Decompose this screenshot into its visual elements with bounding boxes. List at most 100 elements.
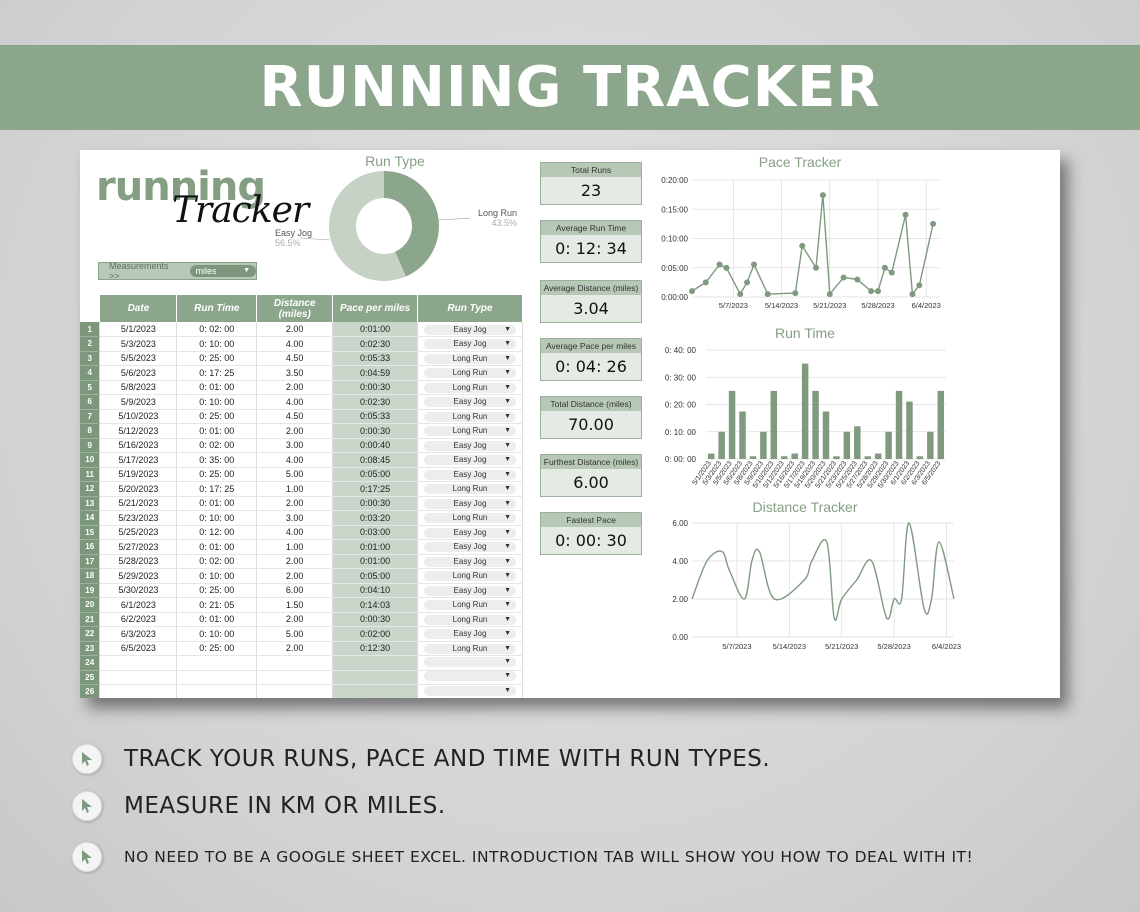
run-time-bar	[728, 390, 736, 459]
stat-value: 23	[580, 181, 602, 200]
run-type-cell[interactable]: Long Run ▼	[417, 409, 523, 424]
run-type-dropdown[interactable]: Long Run ▼	[424, 571, 516, 582]
pace-cell: 0:08:45	[332, 452, 418, 468]
chevron-down-icon: ▼	[243, 267, 250, 274]
run-type-cell[interactable]: Easy Jog ▼	[417, 322, 523, 337]
slice-label-easy-jog: Easy Jog 56.5%	[275, 228, 312, 248]
run-type-dropdown[interactable]: Easy Jog ▼	[424, 527, 516, 538]
run-type-dropdown[interactable]: Long Run ▼	[424, 484, 516, 495]
stat-card: Furthest Distance (miles) 6.00	[540, 454, 642, 497]
run-type-cell[interactable]: Long Run ▼	[417, 510, 523, 526]
chevron-down-icon: ▼	[504, 499, 511, 507]
y-tick-label: 0.00	[672, 633, 688, 642]
run-type-cell[interactable]: Long Run ▼	[417, 351, 523, 366]
run-type-dropdown[interactable]: Long Run ▼	[424, 614, 516, 625]
chevron-down-icon: ▼	[504, 601, 511, 609]
run-type-dropdown[interactable]: Long Run ▼	[424, 643, 516, 654]
run-type-dropdown[interactable]: Easy Jog ▼	[424, 556, 516, 567]
date-cell	[99, 670, 178, 685]
run-type-cell[interactable]: Easy Jog ▼	[417, 525, 523, 540]
run-type-dropdown[interactable]: ▼	[424, 685, 516, 696]
run-time-bar	[864, 456, 871, 459]
pace-cell: 0:05:00	[332, 568, 418, 584]
run-type-dropdown[interactable]: ▼	[424, 671, 516, 682]
run-type-cell[interactable]: Long Run ▼	[417, 365, 523, 381]
run-type-dropdown[interactable]: Easy Jog ▼	[424, 469, 516, 480]
run-type-value: Easy Jog	[453, 469, 487, 479]
run-type-dropdown[interactable]: Easy Jog ▼	[424, 455, 516, 466]
run-type-cell[interactable]: Long Run ▼	[417, 423, 523, 439]
run-type-dropdown[interactable]: Easy Jog ▼	[424, 440, 516, 451]
bullet-item: NO NEED TO BE A GOOGLE SHEET EXCEL. INTR…	[72, 842, 973, 872]
row-number: 14	[80, 510, 101, 526]
table-row: 21 6/2/2023 0: 01: 00 2.00 0:00:30 Long Run ▼	[80, 612, 523, 627]
run-type-dropdown[interactable]: Long Run ▼	[424, 382, 516, 393]
run-type-value: Easy Jog	[453, 542, 487, 552]
run-type-cell[interactable]: Easy Jog ▼	[417, 496, 523, 511]
run-type-cell[interactable]: Long Run ▼	[417, 612, 523, 627]
distance-cell: 4.00	[256, 525, 334, 540]
run-type-cell[interactable]: Long Run ▼	[417, 481, 523, 497]
x-tick-label: 5/14/2023	[773, 642, 806, 651]
date-cell: 5/30/2023	[99, 583, 178, 598]
run-type-dropdown[interactable]: Easy Jog ▼	[424, 585, 516, 596]
run-time-cell	[176, 655, 258, 671]
run-time-bar	[916, 456, 924, 459]
run-type-cell[interactable]: Easy Jog ▼	[417, 626, 523, 642]
run-type-dropdown[interactable]: Easy Jog ▼	[424, 397, 516, 408]
pace-cell	[332, 655, 418, 671]
run-type-cell[interactable]: Easy Jog ▼	[417, 583, 523, 598]
run-type-dropdown[interactable]: ▼	[424, 656, 516, 667]
run-type-cell[interactable]: Easy Jog ▼	[417, 467, 523, 482]
run-type-cell[interactable]: Easy Jog ▼	[417, 539, 523, 555]
run-type-dropdown[interactable]: Long Run ▼	[424, 600, 516, 611]
run-type-chart-title: Run Type	[365, 153, 425, 169]
row-number: 23	[80, 641, 101, 656]
run-type-cell[interactable]: Easy Jog ▼	[417, 452, 523, 468]
run-type-cell[interactable]: Easy Jog ▼	[417, 438, 523, 453]
run-type-cell[interactable]: Long Run ▼	[417, 568, 523, 584]
run-type-dropdown[interactable]: Easy Jog ▼	[424, 339, 516, 350]
table-row: 19 5/30/2023 0: 25: 00 6.00 0:04:10 Easy Jog ▼	[80, 583, 523, 598]
logo-word: running	[96, 164, 266, 210]
chevron-down-icon: ▼	[504, 441, 511, 449]
run-time-bar	[718, 431, 725, 459]
run-type-dropdown[interactable]: Long Run ▼	[424, 353, 516, 364]
table-row: 2 5/3/2023 0: 10: 00 4.00 0:02:30 Easy Jog ▼	[80, 336, 523, 352]
run-type-dropdown[interactable]: Easy Jog ▼	[424, 629, 516, 640]
run-type-dropdown[interactable]: Long Run ▼	[424, 411, 516, 422]
run-type-cell[interactable]: ▼	[417, 655, 523, 671]
run-type-donut-chart	[299, 171, 470, 281]
distance-cell: 4.00	[256, 452, 334, 468]
chevron-down-icon: ▼	[504, 557, 511, 565]
date-cell: 5/21/2023	[99, 496, 178, 511]
run-type-cell[interactable]: Easy Jog ▼	[417, 394, 523, 410]
run-type-dropdown[interactable]: Long Run ▼	[424, 368, 516, 379]
cursor-arrow-icon	[72, 791, 102, 821]
measurements-select[interactable]: miles ▼	[189, 265, 256, 277]
row-number: 4	[80, 365, 101, 381]
run-time-chart-title: Run Time	[775, 325, 835, 341]
distance-tracker-chart: 0.00 2.00 4.00 6.00 5/7/2023 5/14/2023 5/21/20…	[672, 519, 961, 651]
run-type-cell[interactable]: Long Run ▼	[417, 641, 523, 656]
distance-cell: 2.00	[256, 322, 334, 337]
table-row: 9 5/16/2023 0: 02: 00 3.00 0:00:40 Easy Jog ▼	[80, 438, 523, 453]
run-type-value: Easy Jog	[453, 455, 487, 465]
chevron-down-icon: ▼	[504, 398, 511, 406]
run-type-dropdown[interactable]: Easy Jog ▼	[424, 542, 516, 553]
run-type-cell[interactable]: Easy Jog ▼	[417, 554, 523, 569]
run-type-dropdown[interactable]: Long Run ▼	[424, 513, 516, 524]
chevron-down-icon: ▼	[504, 543, 511, 551]
pace-point	[792, 290, 799, 297]
pace-cell	[332, 684, 418, 698]
run-type-cell[interactable]: Easy Jog ▼	[417, 336, 523, 352]
run-type-cell[interactable]: Long Run ▼	[417, 380, 523, 395]
run-type-cell[interactable]: ▼	[417, 684, 523, 698]
run-type-dropdown[interactable]: Long Run ▼	[424, 426, 516, 437]
run-type-dropdown[interactable]: Easy Jog ▼	[424, 324, 516, 335]
run-type-cell[interactable]: ▼	[417, 670, 523, 685]
run-time-cell: 0: 17: 25	[176, 481, 258, 497]
run-type-cell[interactable]: Long Run ▼	[417, 597, 523, 613]
run-type-dropdown[interactable]: Easy Jog ▼	[424, 498, 516, 509]
run-time-cell: 0: 17: 25	[176, 365, 258, 381]
